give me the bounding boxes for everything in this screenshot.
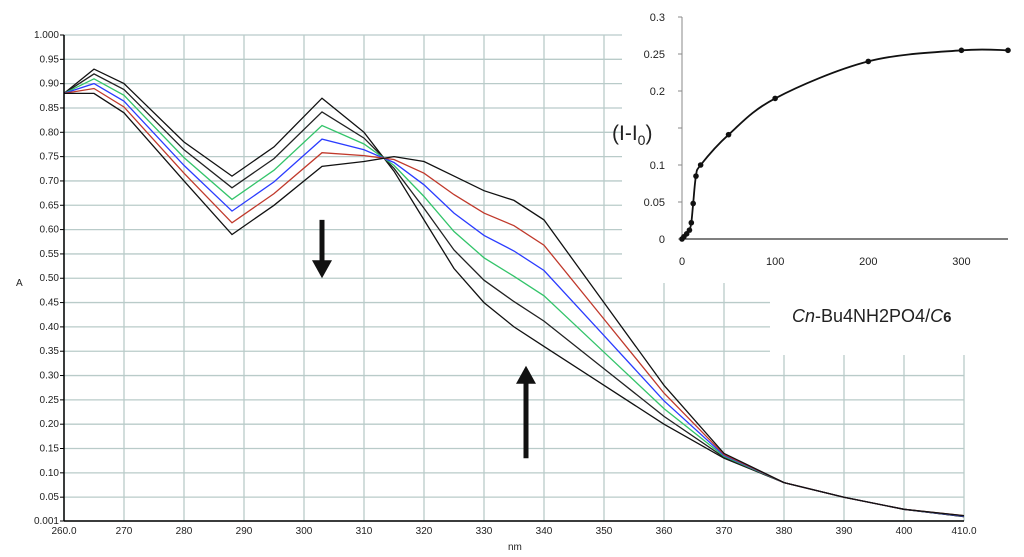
y-tick-label: 0.80 xyxy=(40,127,60,138)
x-tick-label: 280 xyxy=(176,526,193,537)
inset-data-point xyxy=(958,47,965,54)
y-tick-label: 0.70 xyxy=(40,176,60,187)
x-tick-label: 340 xyxy=(536,526,553,537)
inset-x-tick-label: 200 xyxy=(859,256,877,268)
x-tick-label: 330 xyxy=(476,526,493,537)
main-series xyxy=(63,68,965,518)
y-tick-label: 0.75 xyxy=(40,152,60,163)
y-tick-label: 0.85 xyxy=(40,103,60,114)
y-tick-label: 0.30 xyxy=(40,371,60,382)
inset-x-tick-label: 100 xyxy=(766,256,784,268)
y-tick-label: 0.90 xyxy=(40,79,60,90)
y-tick-label: 0.45 xyxy=(40,298,60,309)
inset-y-tick-label: 0.25 xyxy=(644,49,665,61)
x-axis-label: nm xyxy=(508,542,522,552)
inset-chart: 0 0.05 0.1 0.2 0.25 0.3 0 100 200 300 (I-I0) Cn-B… xyxy=(612,0,1024,355)
inset-background xyxy=(770,283,1024,355)
y-tick-label: 0.25 xyxy=(40,395,60,406)
inset-data-point xyxy=(697,162,704,168)
inset-x-tick-label: 300 xyxy=(952,256,970,268)
x-tick-label: 270 xyxy=(116,526,133,537)
y-axis-label: A xyxy=(16,278,23,289)
x-tick-label: 400 xyxy=(896,526,913,537)
inset-y-tick-label: 0.2 xyxy=(650,86,665,98)
main-axes: 0.0010.050.100.150.200.250.300.350.400.4… xyxy=(34,30,977,537)
y-tick-label: 0.20 xyxy=(40,419,60,430)
y-tick-label: 0.95 xyxy=(40,54,60,65)
y-tick-label: 0.65 xyxy=(40,200,60,211)
x-tick-label: 410.0 xyxy=(951,526,976,537)
x-tick-label: 350 xyxy=(596,526,613,537)
y-tick-label: 0.35 xyxy=(40,346,60,357)
inset-x-tick-label: 0 xyxy=(679,256,685,268)
inset-y-tick-label: 0.05 xyxy=(644,197,665,209)
arrow-up-icon xyxy=(516,365,536,384)
x-tick-label: 260.0 xyxy=(51,526,76,537)
arrows xyxy=(312,219,536,459)
arrow-down-icon xyxy=(312,260,332,279)
x-tick-label: 380 xyxy=(776,526,793,537)
inset-data-point xyxy=(690,200,696,207)
x-tick-label: 300 xyxy=(296,526,313,537)
y-tick-label: 0.50 xyxy=(40,273,60,284)
y-tick-label: 0.10 xyxy=(40,468,60,479)
inset-x-label: Cn-Bu4NH2PO4/C6 xyxy=(792,306,951,326)
inset-data-point xyxy=(865,58,872,65)
inset-data-point xyxy=(693,173,699,179)
x-tick-label: 290 xyxy=(236,526,253,537)
inset-data-point xyxy=(725,131,732,138)
inset-data-point xyxy=(1005,47,1011,54)
inset-y-tick-label: 0 xyxy=(659,234,665,246)
inset-y-tick-label: 0.3 xyxy=(650,12,665,24)
inset-data-point xyxy=(688,219,695,226)
inset-data-point xyxy=(772,95,778,102)
x-tick-label: 370 xyxy=(716,526,733,537)
y-tick-label: 0.001 xyxy=(34,516,59,527)
y-tick-label: 0.15 xyxy=(40,444,60,455)
y-tick-label: 0.05 xyxy=(40,492,60,503)
spectrum-line-5 xyxy=(64,92,965,517)
y-tick-label: 0.40 xyxy=(40,322,60,333)
y-tick-label: 1.000 xyxy=(34,30,59,41)
y-tick-label: 0.60 xyxy=(40,225,60,236)
inset-background xyxy=(622,0,1024,283)
inset-y-label: (I-I0) xyxy=(612,122,652,148)
inset-data-point xyxy=(686,227,693,233)
x-tick-label: 360 xyxy=(656,526,673,537)
x-tick-label: 390 xyxy=(836,526,853,537)
x-tick-label: 320 xyxy=(416,526,433,537)
y-tick-label: 0.55 xyxy=(40,249,60,260)
x-tick-label: 310 xyxy=(356,526,373,537)
inset-y-tick-label: 0.1 xyxy=(650,160,665,172)
